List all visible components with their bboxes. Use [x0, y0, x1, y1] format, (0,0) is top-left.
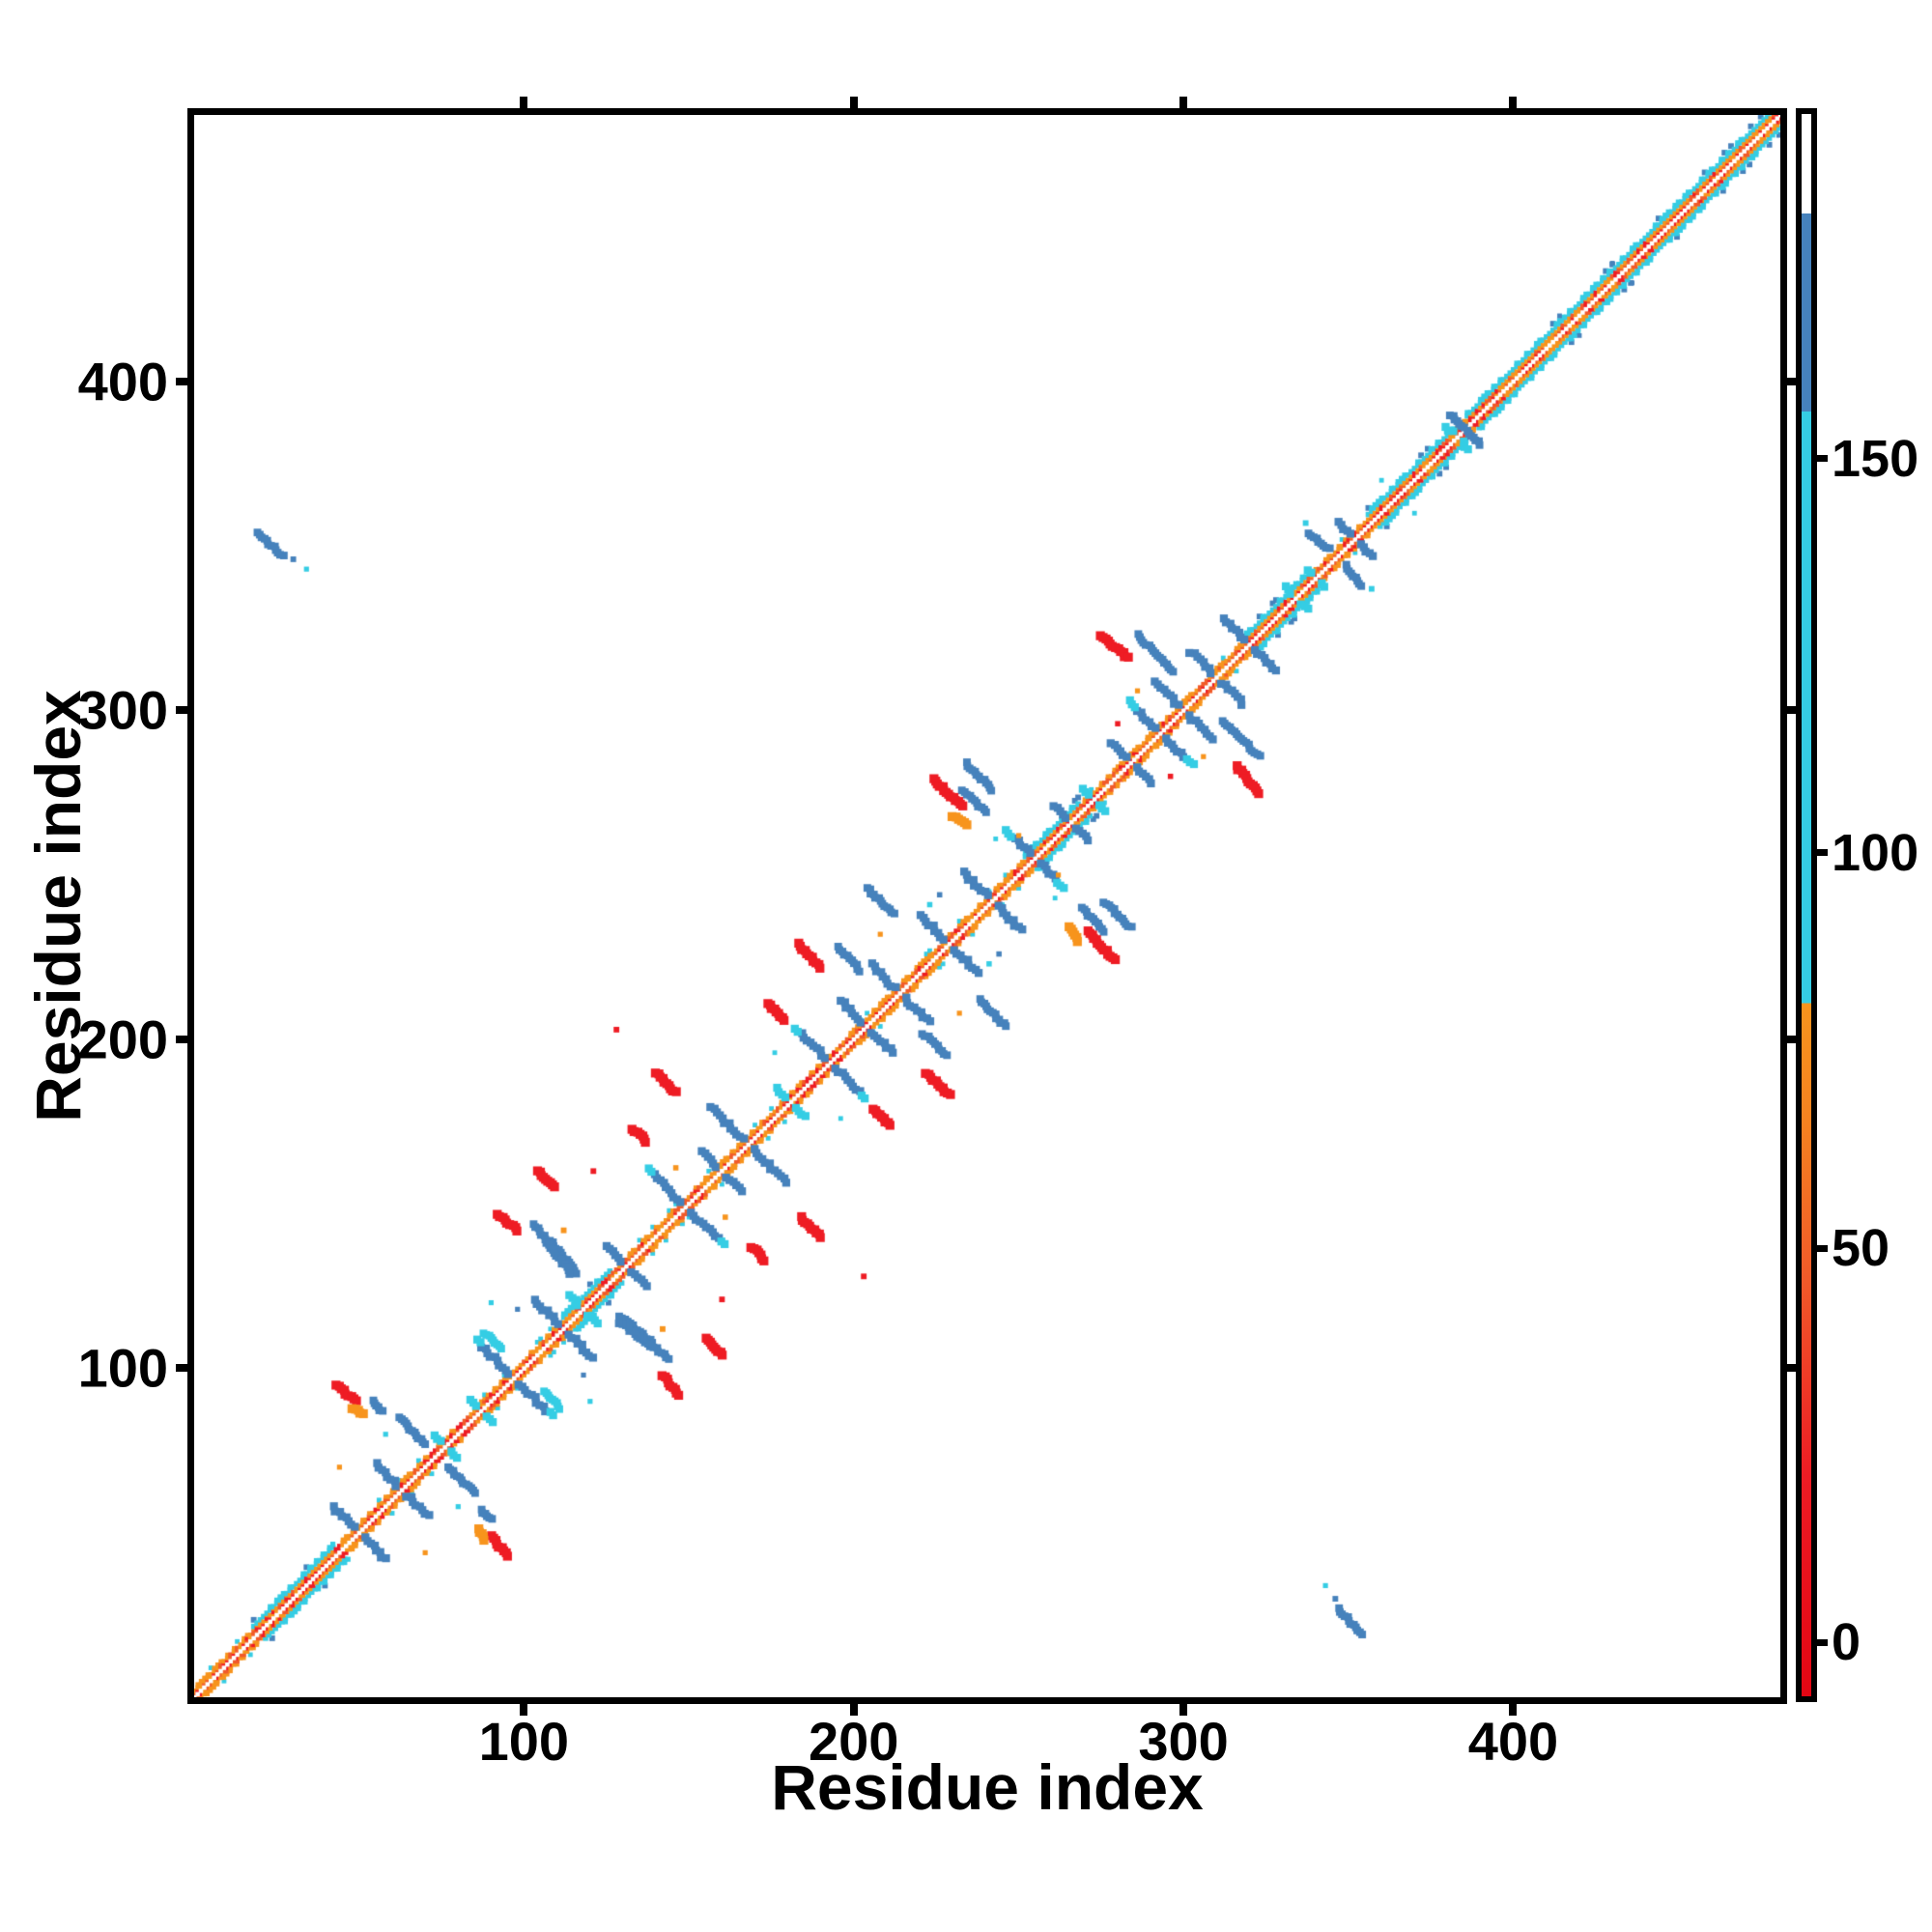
- y-tick-mark: [1787, 1035, 1799, 1043]
- colorbar-tick-label: 100: [1832, 823, 1919, 882]
- y-tick-mark: [176, 706, 187, 715]
- y-tick-mark: [176, 377, 187, 385]
- x-tick-mark: [849, 1704, 858, 1716]
- x-tick-mark: [849, 97, 858, 108]
- colorbar-tick-mark: [1817, 849, 1828, 857]
- colorbar-tick-label: 0: [1832, 1613, 1861, 1672]
- y-tick-mark: [176, 1035, 187, 1043]
- y-tick-mark: [1787, 1364, 1799, 1373]
- y-tick-mark: [1787, 377, 1799, 385]
- y-tick-label: 200: [77, 1009, 168, 1070]
- x-tick-mark: [1179, 1704, 1188, 1716]
- x-tick-mark: [1179, 97, 1188, 108]
- colorbar-tick-mark: [1817, 455, 1828, 463]
- colorbar-tick-mark: [1817, 1244, 1828, 1252]
- colorbar-tick-label: 50: [1832, 1219, 1890, 1278]
- x-tick-label: 400: [1467, 1711, 1559, 1772]
- y-tick-label: 300: [77, 679, 168, 741]
- x-tick-label: 200: [809, 1711, 899, 1772]
- y-tick-label: 400: [77, 351, 168, 412]
- contact-map-canvas: [194, 115, 1780, 1697]
- x-tick-mark: [1509, 1704, 1518, 1716]
- y-tick-mark: [1787, 706, 1799, 715]
- colorbar: [1796, 108, 1817, 1702]
- y-tick-label: 100: [77, 1337, 168, 1399]
- colorbar-tick-label: 150: [1832, 429, 1919, 488]
- y-tick-mark: [176, 1364, 187, 1373]
- x-axis-title: Residue index: [771, 1751, 1204, 1823]
- x-tick-mark: [1509, 97, 1518, 108]
- x-tick-label: 100: [478, 1711, 570, 1772]
- x-tick-mark: [520, 97, 528, 108]
- x-tick-label: 300: [1138, 1711, 1229, 1772]
- colorbar-tick-mark: [1817, 1638, 1828, 1646]
- x-tick-mark: [520, 1704, 528, 1716]
- plot-area: [187, 108, 1787, 1704]
